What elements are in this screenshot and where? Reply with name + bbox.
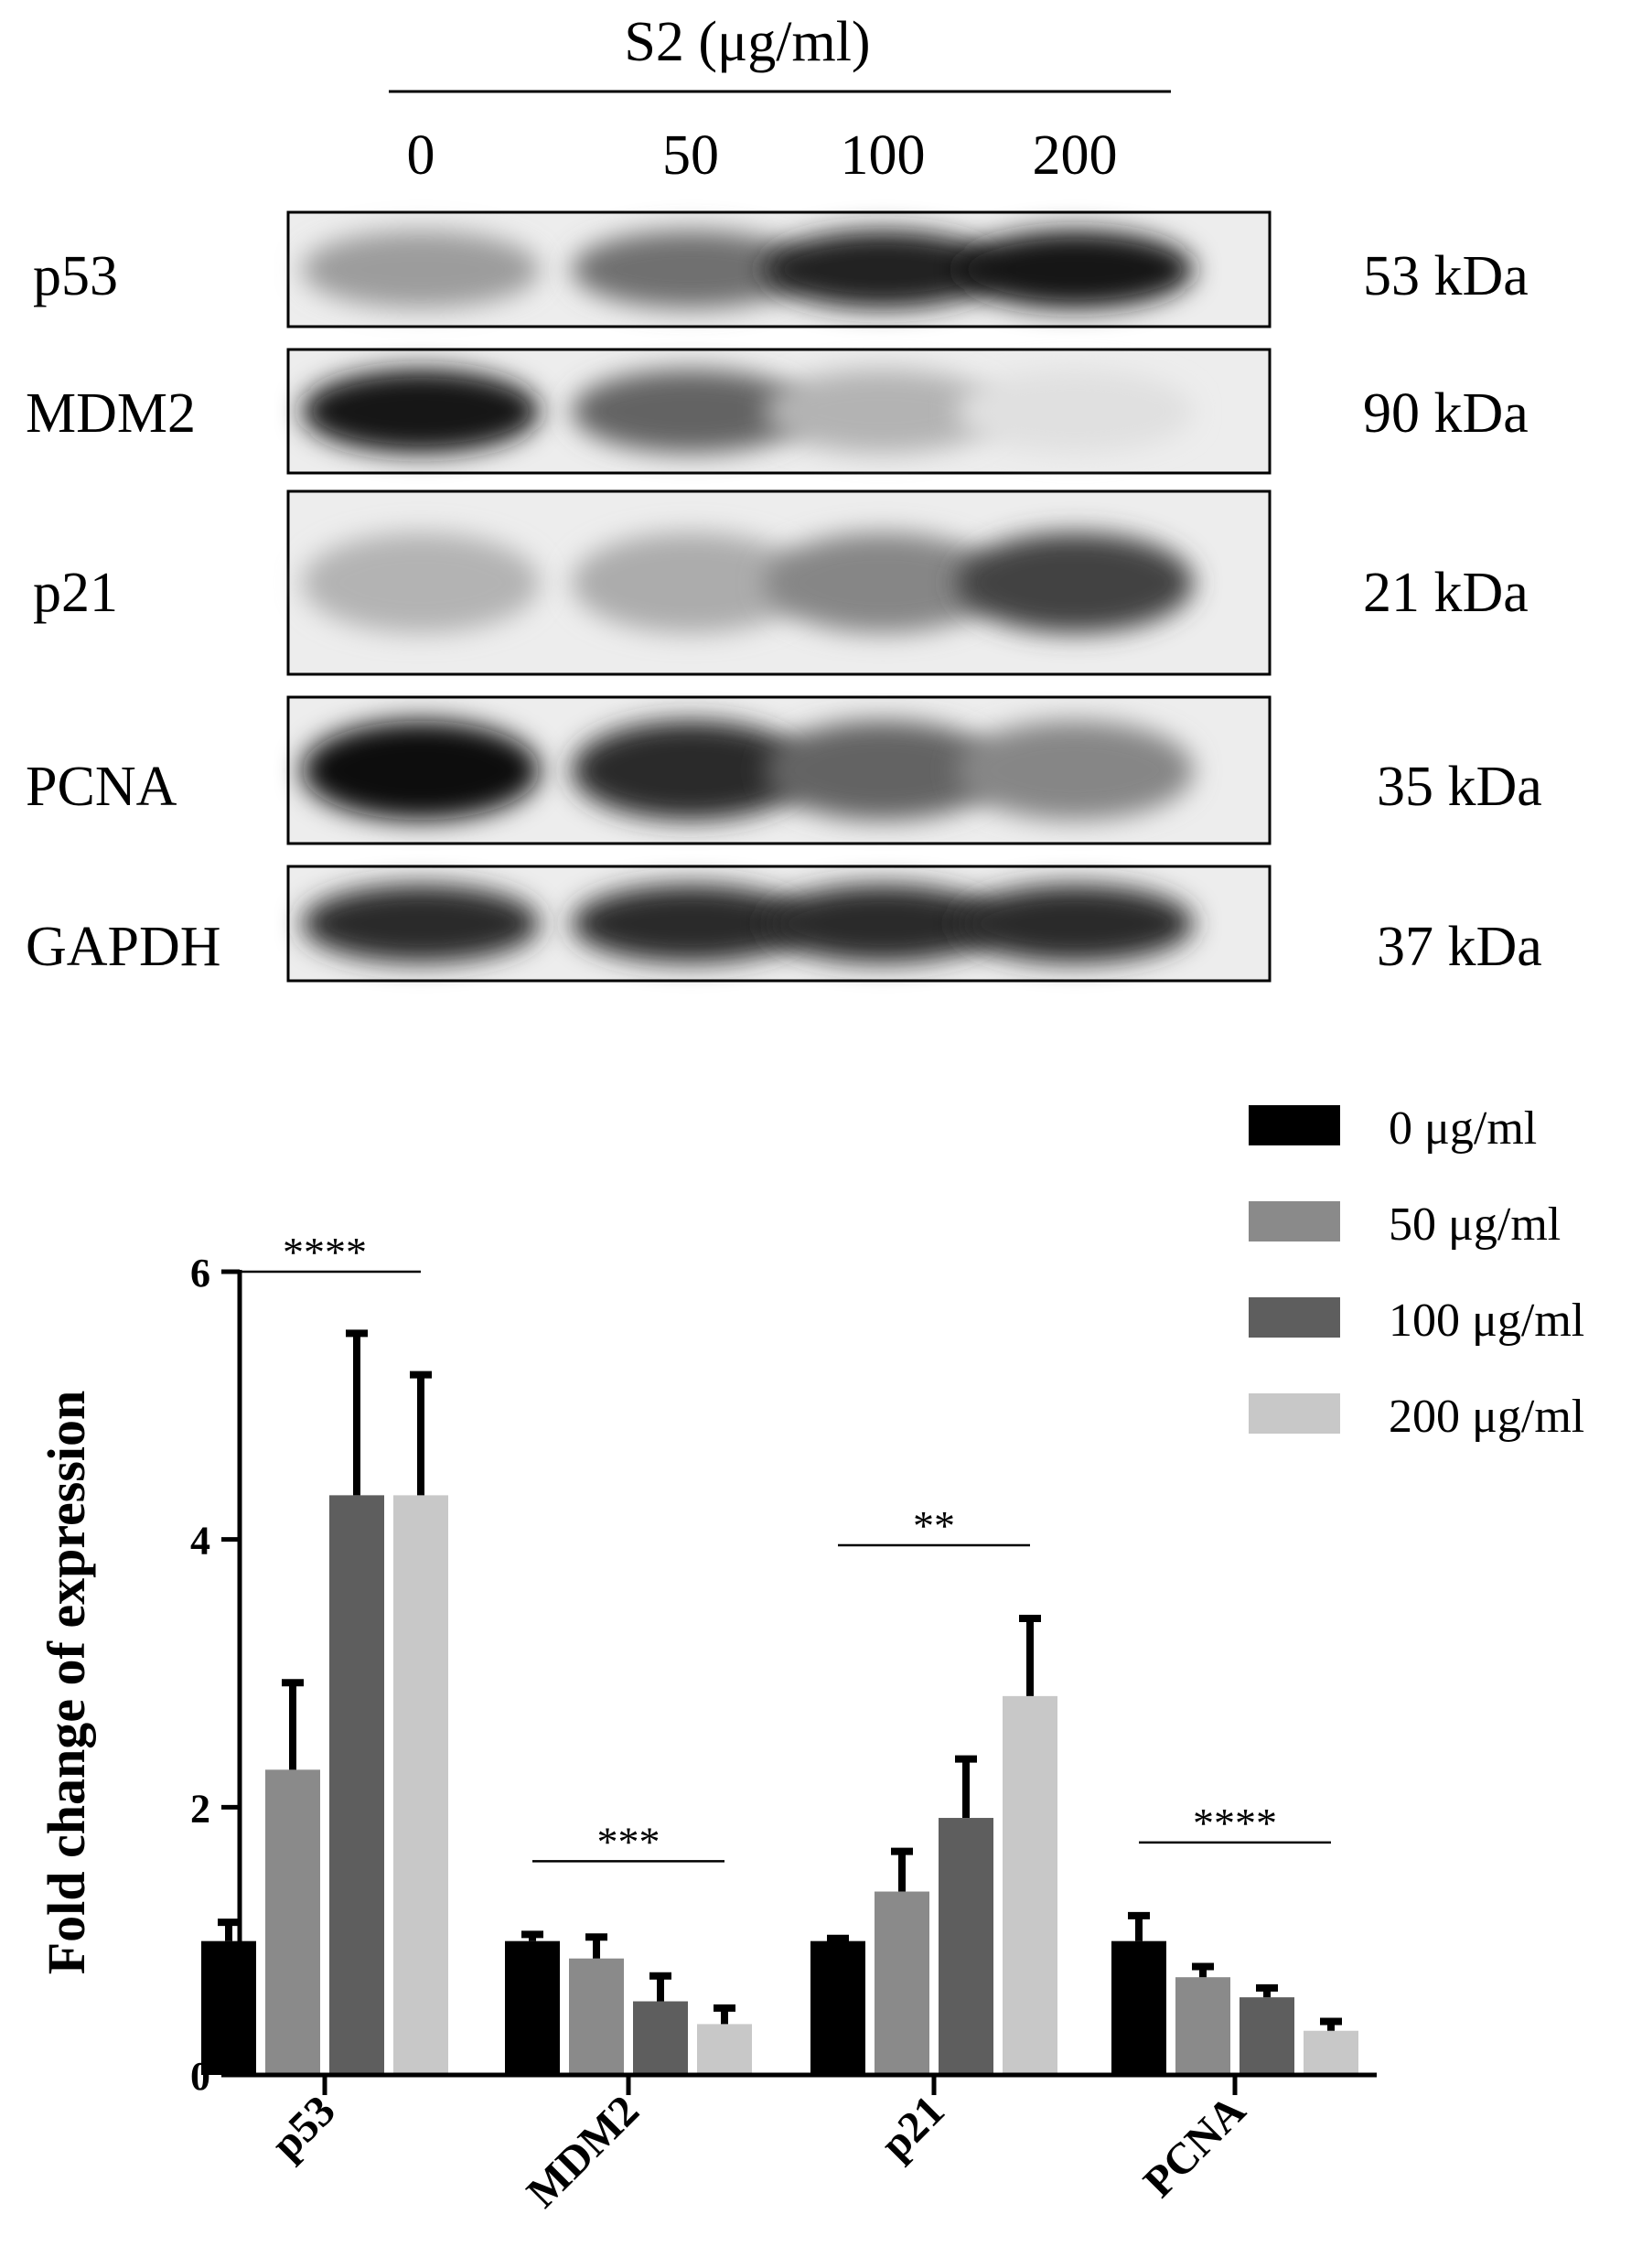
molecular-weight-label: 53 kDa [1363,245,1529,307]
western-blot-panel: S2 (μg/ml) 0 50 100 200 p53 53 kDa MDM2 90 kDa… [26,11,1542,983]
bar [1304,2030,1358,2075]
protein-band [572,885,810,962]
protein-band [764,231,1002,308]
x-tick-label: p21 [871,2086,953,2168]
blot-row: p21 21 kDa [33,489,1529,676]
significance-stars: **** [1193,1800,1277,1846]
blot-row: MDM2 90 kDa [26,348,1529,475]
protein-label: p53 [33,245,118,307]
bar [393,1495,448,2075]
significance-markers: ************* [229,1229,1331,1865]
blot-row: PCNA 35 kDa [26,695,1542,845]
protein-band [572,231,810,308]
protein-band [572,720,810,821]
protein-label: PCNA [26,756,177,818]
significance-stars: *** [597,1818,660,1865]
x-tick-label: p53 [262,2086,344,2168]
bar [1111,1940,1166,2075]
legend-label: 0 μg/ml [1389,1102,1537,1155]
dose-label: 50 [662,124,719,187]
legend-label: 200 μg/ml [1389,1391,1584,1443]
bar [1003,1695,1057,2075]
x-tick-label: MDM2 [518,2086,649,2217]
protein-label: MDM2 [26,382,196,445]
protein-band [956,720,1194,821]
protein-band [302,231,540,308]
protein-band [764,720,1002,821]
error-bars [218,1329,1342,2031]
dose-label: 100 [841,124,926,187]
molecular-weight-label: 35 kDa [1377,756,1542,818]
bars [201,1495,1358,2075]
x-tick-label: PCNA [1134,2086,1255,2207]
protein-band [764,885,1002,962]
bar [329,1495,384,2075]
protein-band [764,369,1002,454]
protein-band [956,885,1194,962]
molecular-weight-label: 37 kDa [1377,916,1542,978]
bar [1240,1997,1294,2075]
significance-stars: **** [283,1229,367,1275]
treatment-label: S2 (μg/ml) [624,11,870,73]
bar [505,1940,560,2075]
bar [569,1958,624,2075]
dose-label: 0 [407,124,435,187]
protein-band [956,369,1194,454]
protein-band [572,532,810,633]
blot-row: GAPDH 37 kDa [26,865,1542,983]
bar [875,1891,929,2075]
dose-labels: 0 50 100 200 [407,124,1118,187]
bar [939,1818,993,2075]
significance-stars: ** [913,1502,955,1549]
protein-band [764,532,1002,633]
protein-label: p21 [33,562,118,624]
blot-row: p53 53 kDa [33,210,1529,328]
y-tick-label: 6 [190,1251,210,1295]
legend-swatch [1249,1105,1340,1145]
protein-band [302,369,540,454]
bar [1175,1977,1230,2075]
protein-band [956,532,1194,633]
bar [697,2024,752,2075]
dose-label: 200 [1033,124,1118,187]
legend-label: 100 μg/ml [1389,1295,1584,1347]
blot-rows: p53 53 kDa MDM2 90 kDa p21 21 kDa PCNA 35 kDa GA… [26,210,1542,983]
molecular-weight-label: 21 kDa [1363,562,1529,624]
y-tick-label: 4 [190,1519,210,1564]
bar [810,1940,865,2075]
legend: 0 μg/ml 50 μg/ml 100 μg/ml 200 μg/ml [1249,1102,1584,1443]
protein-band [302,720,540,821]
protein-label: GAPDH [26,916,221,978]
x-ticks: p53 MDM2 p21 PCNA [262,2075,1255,2217]
legend-label: 50 μg/ml [1389,1198,1561,1251]
y-tick-label: 2 [190,1786,210,1831]
y-tick-label: 0 [190,2054,210,2099]
bar [201,1940,256,2075]
y-axis-label: Fold change of expression [37,1391,96,1975]
bar [265,1769,320,2075]
molecular-weight-label: 90 kDa [1363,382,1529,445]
y-ticks: 0 2 4 6 [190,1251,240,2099]
bar [633,2001,688,2075]
protein-band [572,369,810,454]
legend-swatch [1249,1201,1340,1241]
protein-band [302,885,540,962]
protein-band [302,532,540,633]
legend-swatch [1249,1393,1340,1434]
legend-swatch [1249,1297,1340,1338]
protein-band [956,231,1194,308]
